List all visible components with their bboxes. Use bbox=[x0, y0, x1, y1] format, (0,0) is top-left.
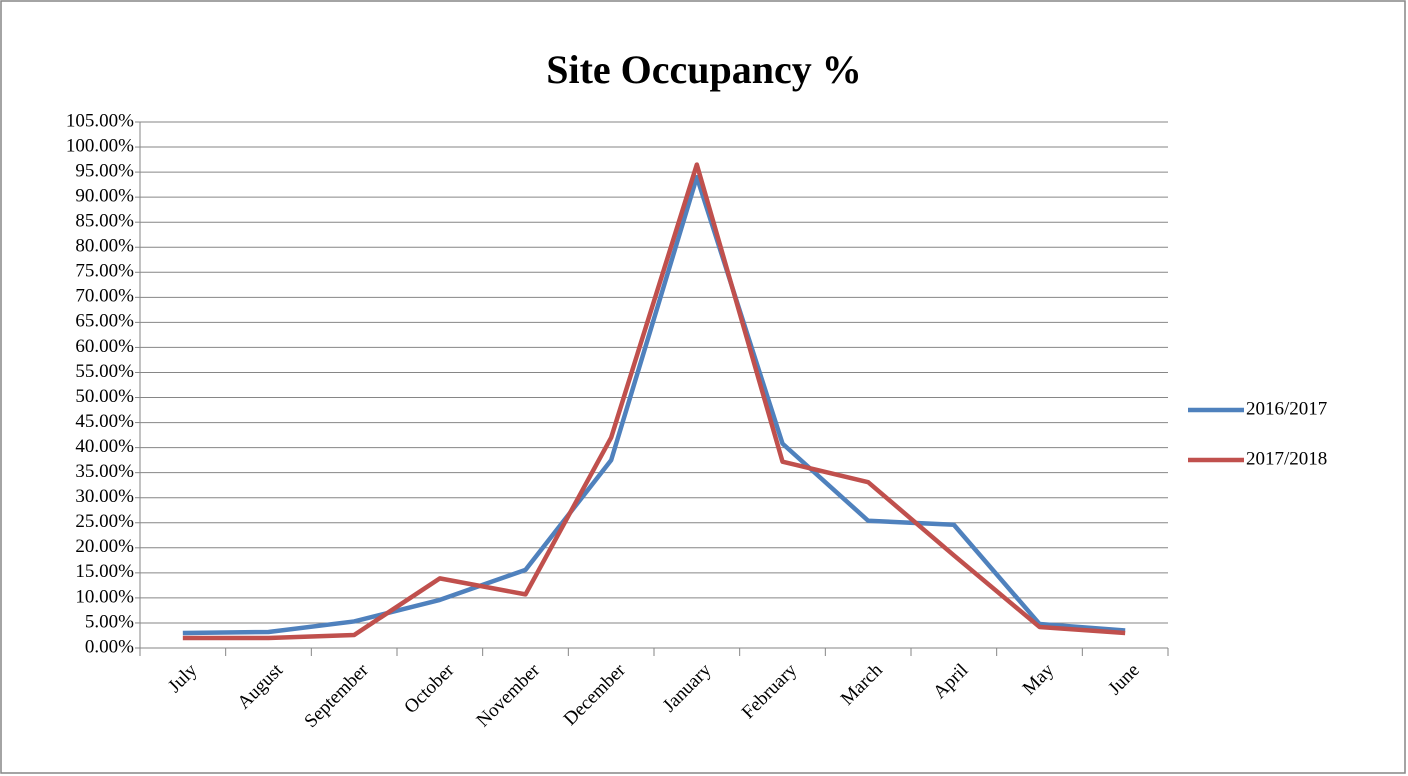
chart-title: Site Occupancy % bbox=[546, 47, 862, 92]
y-tick-label: 75.00% bbox=[75, 261, 134, 282]
series-line bbox=[182, 174, 1126, 636]
y-tick-label: 5.00% bbox=[85, 611, 134, 632]
y-tick-label: 65.00% bbox=[75, 311, 134, 332]
y-tick-label: 85.00% bbox=[75, 211, 134, 232]
y-tick-label: 50.00% bbox=[75, 386, 134, 407]
y-tick-label: 80.00% bbox=[75, 236, 134, 257]
y-tick-label: 105.00% bbox=[66, 110, 134, 131]
y-tick-label: 100.00% bbox=[66, 135, 134, 156]
series-line bbox=[182, 162, 1126, 641]
y-tick-label: 40.00% bbox=[75, 436, 134, 457]
y-tick-label: 35.00% bbox=[75, 461, 134, 482]
legend-label: 2017/2018 bbox=[1246, 448, 1327, 469]
y-tick-label: 0.00% bbox=[85, 636, 134, 657]
y-tick-label: 45.00% bbox=[75, 411, 134, 432]
y-tick-label: 90.00% bbox=[75, 186, 134, 207]
y-tick-label: 95.00% bbox=[75, 160, 134, 181]
y-tick-label: 60.00% bbox=[75, 336, 134, 357]
y-tick-label: 30.00% bbox=[75, 486, 134, 507]
y-tick-label: 25.00% bbox=[75, 511, 134, 532]
y-tick-label: 15.00% bbox=[75, 561, 134, 582]
y-tick-label: 55.00% bbox=[75, 361, 134, 382]
y-tick-label: 20.00% bbox=[75, 536, 134, 557]
legend-label: 2016/2017 bbox=[1246, 398, 1327, 419]
y-tick-label: 70.00% bbox=[75, 286, 134, 307]
y-tick-label: 10.00% bbox=[75, 586, 134, 607]
